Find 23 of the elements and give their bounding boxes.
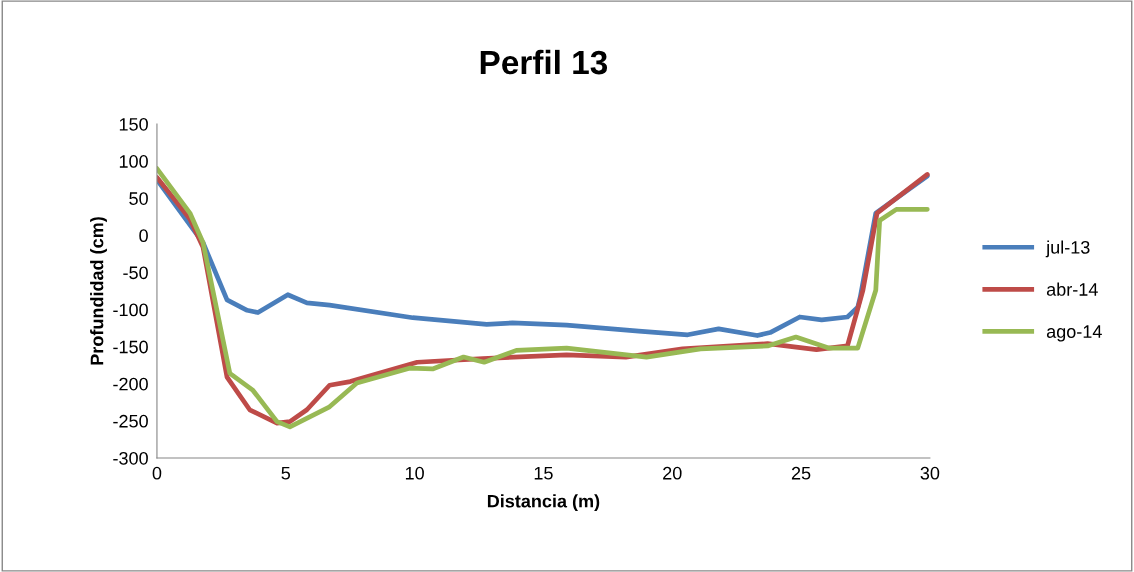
x-tick-label: 0 bbox=[152, 466, 162, 480]
x-tick-label: 25 bbox=[791, 466, 811, 480]
y-tick-label: -250 bbox=[113, 414, 148, 428]
x-tick-label: 10 bbox=[405, 466, 424, 480]
legend-label: abr-14 bbox=[1046, 282, 1098, 296]
y-tick-label: 150 bbox=[119, 117, 148, 131]
y-axis-title: Profundidad (cm) bbox=[90, 217, 107, 365]
y-tick-label: 50 bbox=[129, 192, 148, 205]
x-tick-label: 5 bbox=[281, 467, 291, 480]
y-tick-label: -200 bbox=[113, 377, 148, 391]
y-tick-label: -150 bbox=[113, 340, 148, 354]
x-tick-label: 30 bbox=[920, 466, 940, 480]
x-tick-label: 20 bbox=[663, 466, 682, 480]
legend-label: jul-13 bbox=[1045, 240, 1090, 258]
y-tick-label: 100 bbox=[119, 155, 148, 168]
y-tick-label: -300 bbox=[113, 451, 148, 465]
x-tick-label: 15 bbox=[534, 467, 553, 480]
legend-label: ago-14 bbox=[1046, 325, 1102, 342]
y-tick-label: -100 bbox=[113, 303, 148, 317]
chart-title: Perfil 13 bbox=[480, 49, 608, 75]
y-tick-label: -50 bbox=[123, 266, 148, 280]
y-tick-label: 0 bbox=[139, 229, 148, 243]
x-axis-title: Distancia (m) bbox=[487, 494, 600, 512]
